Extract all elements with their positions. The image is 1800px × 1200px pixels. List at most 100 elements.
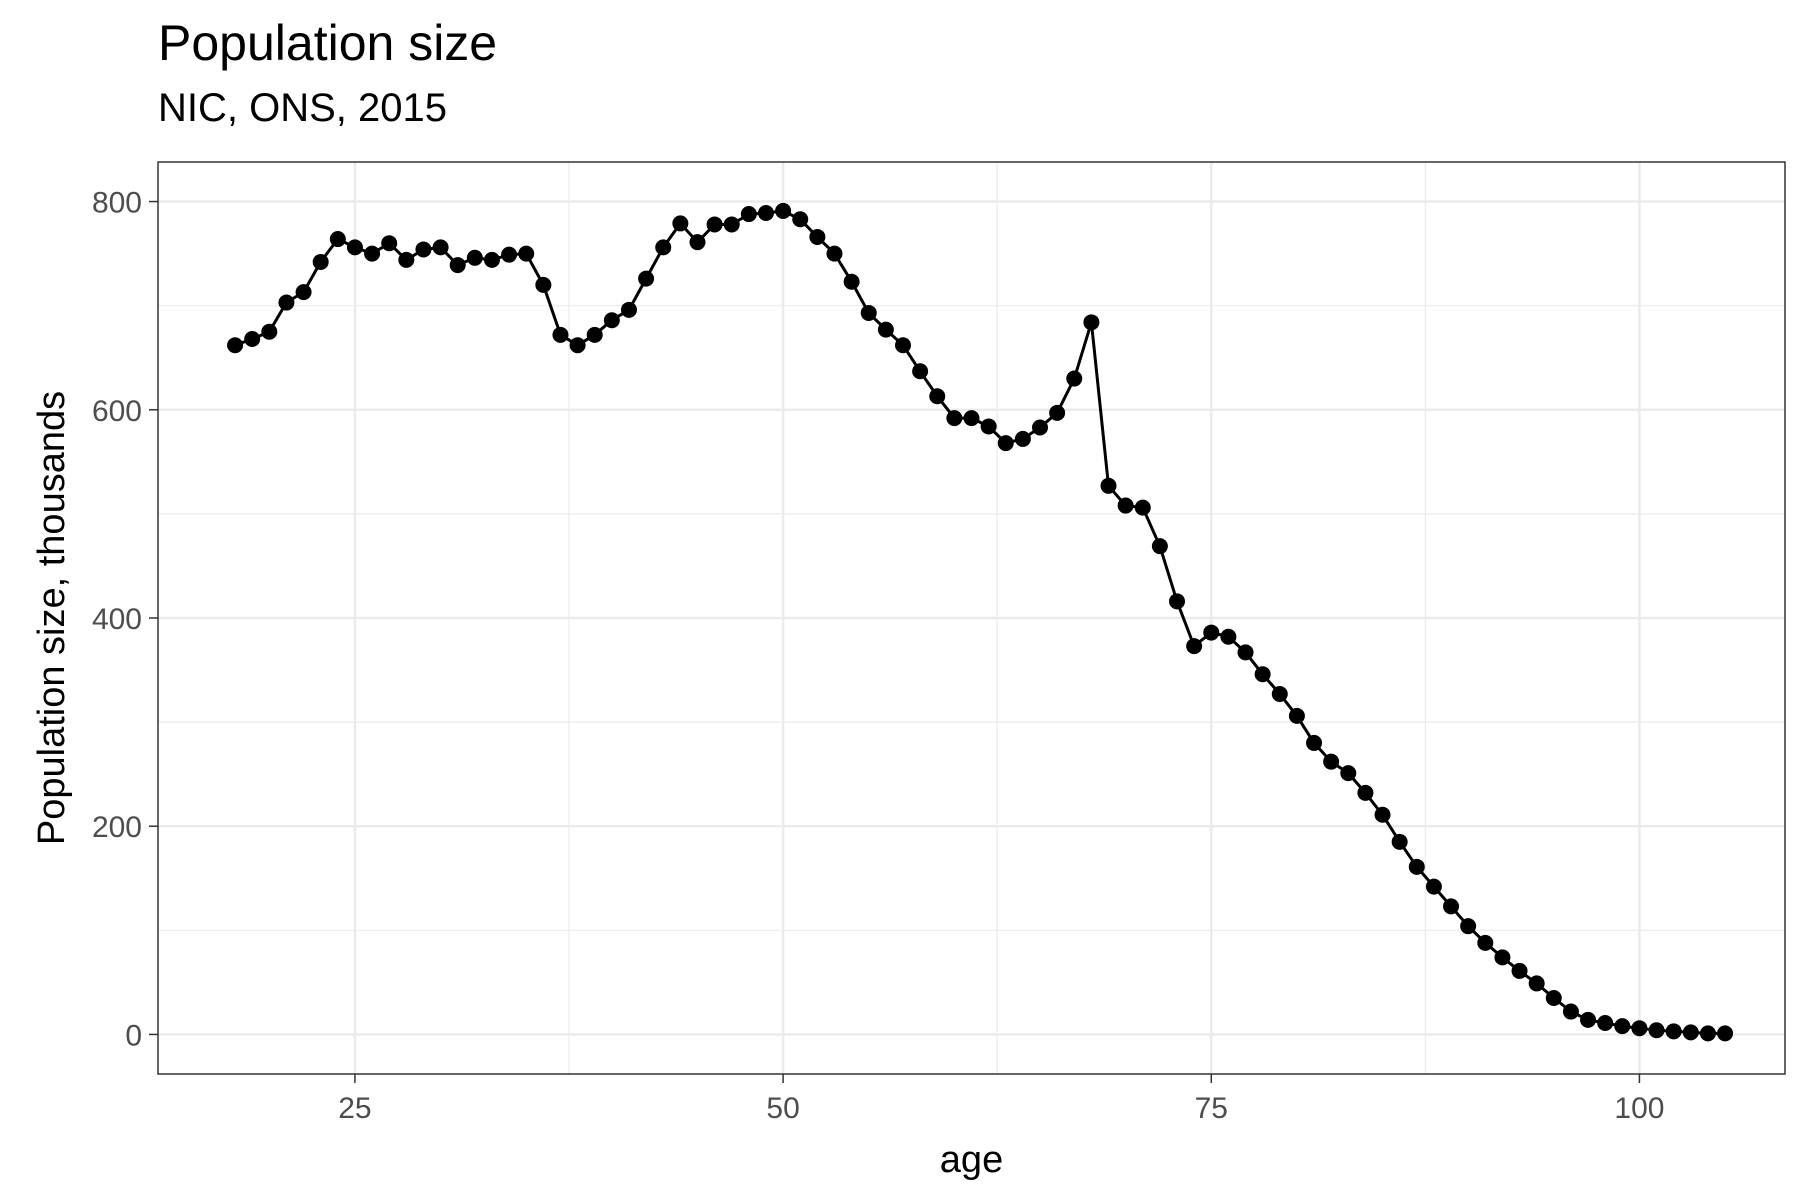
x-tick-label: 50: [766, 1092, 799, 1125]
series-line: [234, 209, 1726, 1035]
data-point: [980, 418, 997, 435]
data-point: [1134, 499, 1151, 516]
data-point: [655, 239, 672, 256]
data-point: [518, 245, 535, 262]
data-point: [244, 330, 261, 347]
data-point: [843, 273, 860, 290]
data-point: [1648, 1022, 1665, 1039]
data-point: [1306, 734, 1323, 751]
data-point: [312, 253, 329, 270]
data-point: [552, 326, 569, 343]
data-point: [1682, 1024, 1699, 1041]
data-point: [620, 301, 637, 318]
data-point: [1357, 784, 1374, 801]
data-point: [1408, 858, 1425, 875]
data-point: [346, 239, 363, 256]
data-point: [1511, 962, 1528, 979]
data-point: [1614, 1018, 1631, 1035]
data-point: [295, 284, 312, 301]
data-point: [1665, 1023, 1682, 1040]
data-point: [1237, 644, 1254, 661]
data-point: [826, 245, 843, 262]
data-point: [466, 249, 483, 266]
data-point: [946, 410, 963, 427]
data-point: [740, 206, 757, 223]
data-point: [1169, 593, 1186, 610]
series-line-layer: [234, 209, 1726, 1035]
data-point: [1717, 1025, 1734, 1042]
data-point: [1477, 934, 1494, 951]
chart-subtitle: NIC, ONS, 2015: [158, 86, 448, 130]
data-point: [1494, 949, 1511, 966]
data-point: [1014, 430, 1031, 447]
data-point: [809, 228, 826, 245]
y-tick-label: 400: [92, 603, 142, 636]
data-point: [1186, 638, 1203, 655]
data-point: [227, 337, 244, 354]
data-point: [1203, 624, 1220, 641]
y-tick-label: 200: [92, 811, 142, 844]
data-point: [706, 216, 723, 233]
chart-title: Population size: [158, 15, 498, 71]
data-point: [415, 241, 432, 258]
data-point: [398, 251, 415, 268]
data-point: [1340, 765, 1357, 782]
y-axis-title: Population size, thousands: [31, 391, 73, 845]
data-point: [1323, 753, 1340, 770]
x-axis-title: age: [940, 1139, 1003, 1181]
data-point: [1083, 314, 1100, 331]
data-point: [963, 410, 980, 427]
y-tick-label: 600: [92, 395, 142, 428]
data-point: [501, 246, 518, 263]
data-point: [723, 216, 740, 233]
data-point: [381, 235, 398, 252]
data-point: [1562, 1003, 1579, 1020]
data-point: [432, 239, 449, 256]
data-point: [1271, 686, 1288, 702]
data-point: [860, 304, 877, 321]
data-point: [483, 251, 500, 268]
data-point: [997, 435, 1014, 452]
data-point: [638, 270, 655, 287]
data-point: [757, 205, 774, 222]
data-point: [364, 245, 381, 262]
data-point: [1631, 1020, 1648, 1037]
data-point: [1580, 1011, 1597, 1028]
data-point: [569, 337, 586, 354]
data-point: [329, 231, 346, 248]
data-point: [1117, 497, 1134, 514]
data-point: [792, 211, 809, 228]
data-point: [278, 294, 295, 311]
data-point: [1460, 918, 1477, 935]
data-point: [1220, 628, 1237, 645]
data-point: [1254, 666, 1271, 683]
data-point: [261, 323, 278, 340]
data-point: [1425, 878, 1442, 895]
data-point: [1699, 1025, 1716, 1042]
data-point: [877, 321, 894, 338]
y-tick-label: 0: [125, 1019, 142, 1052]
data-point: [603, 312, 620, 329]
data-point: [1100, 477, 1117, 494]
y-axis-ticks: 0 200 400 600 800: [92, 187, 158, 1052]
data-point: [912, 363, 929, 380]
data-point: [775, 202, 792, 219]
x-tick-label: 75: [1195, 1092, 1228, 1125]
data-point: [1545, 990, 1562, 1006]
x-axis-ticks: 25 50 75 100: [338, 1074, 1664, 1125]
data-point: [535, 276, 552, 293]
data-point: [1528, 975, 1545, 992]
data-point: [1151, 538, 1168, 555]
data-point: [586, 326, 603, 343]
y-tick-label: 800: [92, 187, 142, 220]
data-point: [1288, 707, 1305, 724]
data-point: [689, 234, 706, 251]
data-point: [1597, 1014, 1614, 1031]
x-tick-label: 100: [1614, 1092, 1664, 1125]
data-point: [1032, 419, 1049, 436]
data-point: [894, 337, 911, 354]
data-point: [1374, 806, 1391, 823]
data-point: [1049, 404, 1066, 421]
data-point: [1391, 833, 1408, 850]
data-point: [449, 257, 466, 274]
